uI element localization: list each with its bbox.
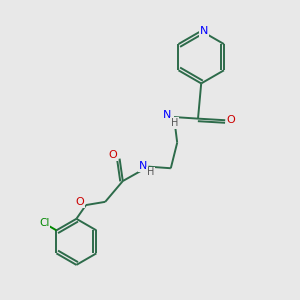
Text: O: O [108,150,117,161]
Text: N: N [200,26,208,36]
Text: O: O [226,115,235,125]
Text: H: H [171,118,179,128]
Text: N: N [139,161,147,171]
Text: Cl: Cl [39,218,50,228]
Text: O: O [76,197,85,207]
Text: N: N [163,110,171,120]
Text: H: H [147,167,154,177]
